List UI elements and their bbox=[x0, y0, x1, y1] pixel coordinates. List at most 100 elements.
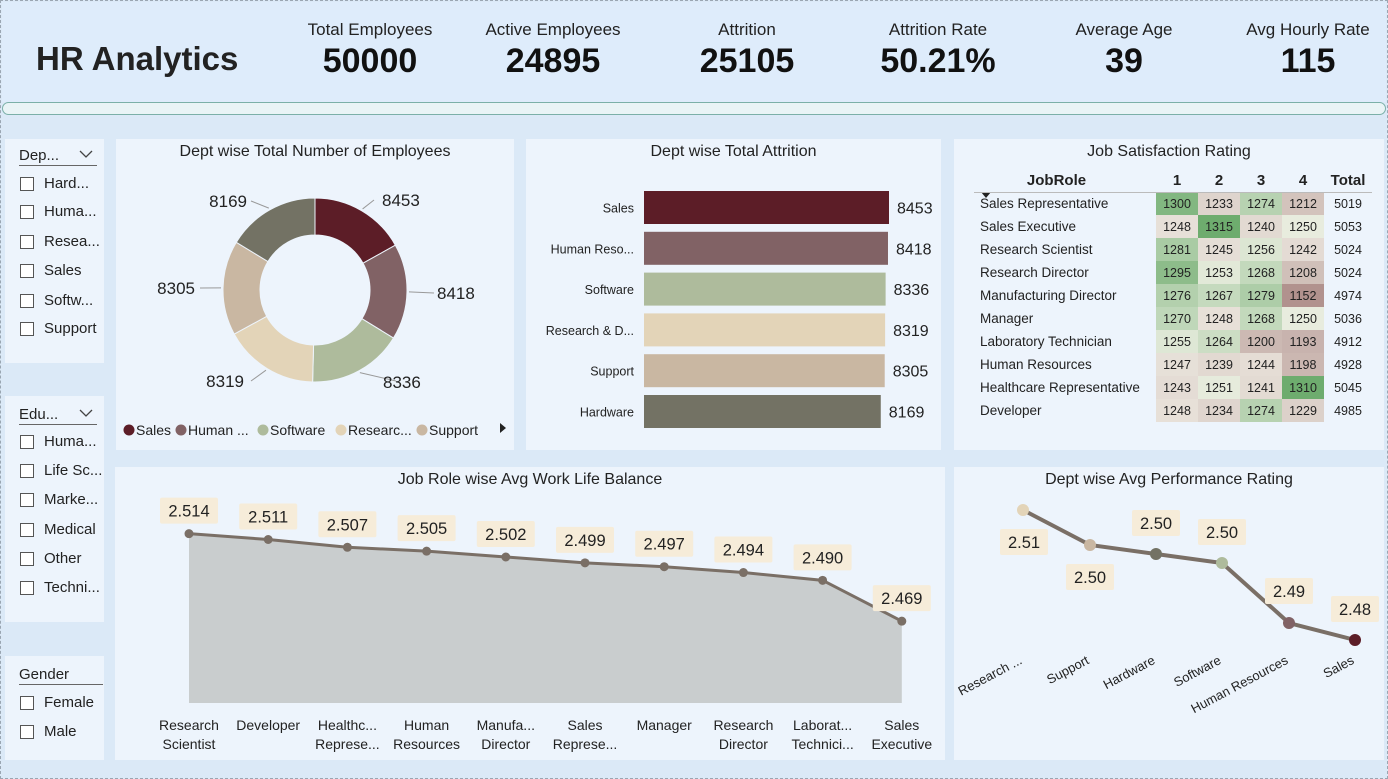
slicer-item-technical[interactable]: Techni... bbox=[20, 579, 100, 596]
checkbox[interactable] bbox=[20, 204, 34, 219]
data-point[interactable] bbox=[1017, 504, 1029, 516]
column-header[interactable]: 3 bbox=[1256, 171, 1266, 189]
slicer-item-software[interactable]: Softw... bbox=[20, 292, 93, 309]
slicer-item-support[interactable]: Support bbox=[20, 320, 97, 337]
data-point[interactable] bbox=[1216, 557, 1228, 569]
data-label: 2.51 bbox=[1008, 534, 1040, 552]
matrix-cell: 1208 bbox=[1282, 261, 1324, 284]
category-label: Sales bbox=[567, 717, 602, 733]
checkbox[interactable] bbox=[20, 724, 34, 739]
legend-item[interactable]: Sales bbox=[123, 422, 172, 438]
checkbox[interactable] bbox=[20, 293, 34, 308]
table-row[interactable]: Research Scientist 1281 1245 1256 1242 5024 bbox=[974, 238, 1372, 261]
work-life-balance-chart[interactable]: 2.514 Research Scientist 2.511 Developer 2.50… bbox=[115, 467, 945, 760]
table-row[interactable]: Healthcare Representative 1243 1251 1241 131… bbox=[974, 376, 1372, 399]
kpi-active-employees: Active Employees 24895 bbox=[463, 20, 643, 81]
total-cell: 4912 bbox=[1334, 334, 1362, 349]
data-label-box: 2.507 bbox=[318, 511, 377, 538]
matrix-cell: 1243 bbox=[1156, 376, 1198, 399]
slicer-item-hardware[interactable]: Hard... bbox=[20, 175, 89, 192]
table-row[interactable]: Developer 1248 1234 1274 1229 4985 bbox=[974, 399, 1372, 422]
column-header[interactable]: JobRole bbox=[1026, 171, 1087, 189]
data-label: 2.50 bbox=[1074, 569, 1106, 587]
data-point[interactable] bbox=[818, 575, 828, 585]
sort-arrow-icon[interactable] bbox=[980, 191, 992, 199]
checkbox[interactable] bbox=[20, 551, 34, 566]
data-label: 8169 bbox=[209, 192, 247, 211]
matrix-cell: 1276 bbox=[1156, 284, 1198, 307]
bar[interactable] bbox=[644, 272, 886, 306]
attrition-bar-chart[interactable]: Sales 8453 Human Reso... 8418 Software 8336 Re… bbox=[526, 139, 941, 450]
performance-rating-panel: Dept wise Avg Performance Rating 2.51 Res… bbox=[954, 467, 1384, 760]
bar[interactable] bbox=[644, 395, 881, 428]
matrix-cell: 1264 bbox=[1198, 330, 1240, 353]
checkbox[interactable] bbox=[20, 176, 34, 191]
bar[interactable] bbox=[644, 313, 886, 347]
slicer-item-label: Medical bbox=[44, 521, 96, 538]
slicer-title[interactable]: Dep... bbox=[19, 147, 97, 166]
legend-next-icon[interactable] bbox=[500, 423, 506, 433]
data-point[interactable] bbox=[1349, 634, 1361, 646]
matrix-cell: 1268 bbox=[1240, 261, 1282, 284]
bar[interactable] bbox=[644, 191, 889, 224]
data-point[interactable] bbox=[1084, 539, 1096, 551]
data-point[interactable] bbox=[738, 568, 748, 578]
bar[interactable] bbox=[644, 354, 885, 388]
data-point[interactable] bbox=[184, 529, 194, 539]
slicer-item-marketing[interactable]: Marke... bbox=[20, 491, 98, 508]
checkbox[interactable] bbox=[20, 522, 34, 537]
checkbox[interactable] bbox=[20, 234, 34, 249]
data-label: 2.497 bbox=[644, 536, 685, 554]
category-label: Human Reso... bbox=[551, 242, 634, 256]
bar[interactable] bbox=[644, 231, 888, 265]
table-row[interactable]: Sales Representative 1300 1233 1274 1212 5019 bbox=[974, 192, 1372, 215]
slicer-item-human-resources[interactable]: Huma... bbox=[20, 433, 97, 450]
donut-slice[interactable] bbox=[235, 197, 316, 263]
donut-chart[interactable]: 8453 8418 8336 8319 8305 8169 Sales Human ... So… bbox=[116, 139, 514, 450]
column-header[interactable]: Total bbox=[1330, 171, 1366, 189]
data-point[interactable] bbox=[1283, 617, 1295, 629]
column-header[interactable]: 4 bbox=[1298, 171, 1308, 189]
table-row[interactable]: Human Resources 1247 1239 1244 1198 4928 bbox=[974, 353, 1372, 376]
job-role-cell: Research Director bbox=[980, 265, 1089, 280]
data-point[interactable] bbox=[580, 558, 590, 568]
legend-item[interactable]: Human ... bbox=[175, 422, 249, 438]
table-row[interactable]: Manufacturing Director 1276 1267 1279 1152 49… bbox=[974, 284, 1372, 307]
table-row[interactable]: Laboratory Technician 1255 1264 1200 1193 491… bbox=[974, 330, 1372, 353]
data-point[interactable] bbox=[342, 542, 352, 552]
data-point[interactable] bbox=[501, 552, 511, 562]
slicer-item-life-sciences[interactable]: Life Sc... bbox=[20, 462, 102, 479]
data-point[interactable] bbox=[263, 535, 273, 544]
slicer-item-other[interactable]: Other bbox=[20, 550, 82, 567]
slicer-item-male[interactable]: Male bbox=[20, 723, 77, 740]
checkbox[interactable] bbox=[20, 580, 34, 595]
slicer-item-research[interactable]: Resea... bbox=[20, 233, 100, 250]
data-point[interactable] bbox=[422, 546, 432, 556]
column-header[interactable]: 2 bbox=[1214, 171, 1224, 189]
slicer-item-human-resources[interactable]: Huma... bbox=[20, 203, 97, 220]
slicer-item-medical[interactable]: Medical bbox=[20, 521, 96, 538]
checkbox[interactable] bbox=[20, 434, 34, 449]
legend-item[interactable]: Support bbox=[416, 422, 479, 438]
performance-rating-chart[interactable]: 2.51 Research ... 2.50 Support 2.50 Hardware 2… bbox=[954, 467, 1384, 760]
table-row[interactable]: Manager 1270 1248 1268 1250 5036 bbox=[974, 307, 1372, 330]
data-point[interactable] bbox=[897, 616, 907, 626]
chevron-down-icon[interactable] bbox=[79, 150, 93, 158]
data-point[interactable] bbox=[659, 562, 669, 572]
slicer-item-sales[interactable]: Sales bbox=[20, 262, 82, 279]
column-header[interactable]: 1 bbox=[1172, 171, 1182, 189]
slicer-item-female[interactable]: Female bbox=[20, 694, 94, 711]
slicer-title[interactable]: Edu... bbox=[19, 406, 97, 425]
checkbox[interactable] bbox=[20, 695, 34, 710]
checkbox[interactable] bbox=[20, 492, 34, 507]
matrix-cell: 1253 bbox=[1198, 261, 1240, 284]
data-point[interactable] bbox=[1150, 548, 1162, 560]
checkbox[interactable] bbox=[20, 463, 34, 478]
table-row[interactable]: Research Director 1295 1253 1268 1208 5024 bbox=[974, 261, 1372, 284]
legend-item[interactable]: Software bbox=[257, 422, 326, 438]
checkbox[interactable] bbox=[20, 321, 34, 336]
chevron-down-icon[interactable] bbox=[79, 409, 93, 417]
checkbox[interactable] bbox=[20, 263, 34, 278]
legend-item[interactable]: Researc... bbox=[335, 422, 412, 438]
table-row[interactable]: Sales Executive 1248 1315 1240 1250 5053 bbox=[974, 215, 1372, 238]
